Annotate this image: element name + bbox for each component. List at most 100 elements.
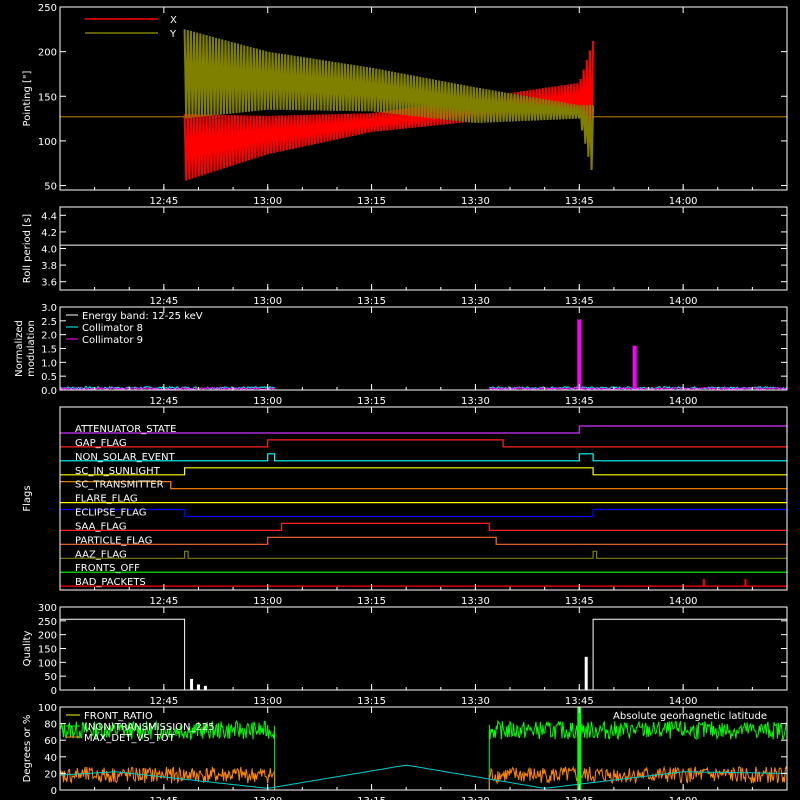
y-axis-label: Degrees or % (22, 715, 33, 783)
y-axis-label: Quality (22, 631, 33, 667)
x-tick-label: 13:00 (253, 396, 282, 407)
x-tick-label: 13:30 (461, 796, 490, 800)
legend-label-deg-2: MAX_DET_VS_TOT (84, 733, 176, 744)
y-tick-label: 250 (38, 617, 57, 628)
x-tick-label: 13:00 (253, 196, 282, 207)
y-tick-label: 1.5 (41, 345, 57, 356)
x-tick-label: 12:45 (149, 796, 178, 800)
y-tick-label: 2.0 (41, 331, 57, 342)
x-tick-label: 13:15 (357, 596, 386, 607)
y-tick-label: 300 (38, 603, 57, 614)
y-tick-label: 4.4 (41, 211, 57, 222)
flag-label-flare-flag: FLARE_FLAG (75, 494, 138, 505)
x-tick-label: 13:00 (253, 296, 282, 307)
x-tick-label: 13:30 (461, 696, 490, 707)
flag-label-eclipse-flag: ECLIPSE_FLAG (75, 508, 146, 519)
x-tick-label: 14:00 (669, 196, 698, 207)
x-tick-label: 12:45 (149, 696, 178, 707)
x-tick-label: 12:45 (149, 196, 178, 207)
y-tick-label: 1.0 (41, 358, 57, 369)
x-tick-label: 14:00 (669, 596, 698, 607)
y-tick-label: 4.0 (41, 245, 57, 256)
y-axis-label: modulation (26, 320, 37, 377)
legend-label-deg-1: (NON)TRANSMISSION_225 (84, 722, 215, 733)
legend-label-geomagnetic: Absolute geomagnetic latitude (613, 711, 767, 722)
x-tick-label: 12:45 (149, 296, 178, 307)
y-tick-label: 4.2 (41, 228, 57, 239)
y-tick-label: 40 (44, 753, 57, 764)
legend-label-collimator-0: Collimator 8 (82, 323, 143, 334)
degrees-series-1-0 (59, 720, 276, 741)
flag-line-sc-in-sunlight (60, 467, 787, 476)
y-tick-label: 250 (38, 3, 57, 14)
plot-frame-5 (59, 706, 788, 791)
y-axis-label: Roll period [s] (22, 214, 33, 283)
y-tick-label: 100 (38, 703, 57, 714)
y-tick-label: 60 (44, 736, 57, 747)
flag-label-bad-packets: BAD_PACKETS (75, 577, 146, 588)
flag-label-saa-flag: SAA_FLAG (75, 521, 126, 532)
modulation-series-1-0 (59, 386, 275, 391)
modulation-spike-0 (577, 319, 582, 390)
legend-label-y: Y (169, 29, 177, 40)
degrees-series-2-0 (59, 766, 276, 785)
plot-frame-0 (59, 6, 788, 191)
y-tick-label: 150 (38, 645, 57, 656)
x-tick-label: 13:45 (565, 196, 594, 207)
flag-line-aaz-flag (60, 550, 787, 559)
x-tick-label: 13:45 (565, 696, 594, 707)
x-tick-label: 13:45 (565, 296, 594, 307)
flag-label-aaz-flag: AAZ_FLAG (75, 549, 127, 560)
plot-frame-1 (59, 206, 788, 291)
flag-label-particle-flag: PARTICLE_FLAG (75, 535, 152, 546)
y-tick-label: 50 (44, 672, 57, 683)
modulation-spike-1 (632, 345, 637, 390)
flag-label-non-solar-event: NON_SOLAR_EVENT (75, 452, 176, 463)
y-tick-label: 0.0 (41, 386, 57, 397)
y-tick-label: 3.6 (41, 278, 57, 289)
legend-label-collimator-1: Collimator 9 (82, 335, 143, 346)
legend-label-deg-0: FRONT_RATIO (84, 711, 153, 722)
y-tick-label: 0 (51, 786, 57, 797)
flag-line-gap-flag (60, 439, 787, 448)
flag-label-sc-transmitter: SC_TRANSMITTER (75, 480, 164, 491)
y-tick-label: 0 (51, 686, 57, 697)
flag-line-non-solar-event (60, 453, 787, 462)
y-axis-label: Pointing ["] (22, 70, 33, 126)
x-tick-label: 12:45 (149, 596, 178, 607)
flag-label-attenuator-state: ATTENUATOR_STATE (75, 424, 176, 435)
y-tick-label: 3.8 (41, 261, 57, 272)
x-tick-label: 13:00 (253, 596, 282, 607)
y-tick-label: 100 (38, 658, 57, 669)
x-tick-label: 13:30 (461, 296, 490, 307)
x-tick-label: 14:00 (669, 396, 698, 407)
quality-line (60, 618, 787, 691)
y-tick-label: 150 (38, 92, 57, 103)
x-tick-label: 13:45 (565, 596, 594, 607)
flag-line-particle-flag (60, 536, 787, 545)
x-tick-label: 13:30 (461, 596, 490, 607)
y-tick-label: 2.5 (41, 317, 57, 328)
degrees-spike (577, 707, 582, 790)
plot-frame-3 (59, 406, 788, 591)
x-tick-label: 14:00 (669, 296, 698, 307)
y-axis-label: Normalized (14, 320, 25, 377)
x-tick-label: 13:30 (461, 196, 490, 207)
y-tick-label: 20 (44, 769, 57, 780)
x-tick-label: 13:45 (565, 396, 594, 407)
x-tick-label: 13:45 (565, 796, 594, 800)
flag-label-sc-in-sunlight: SC_IN_SUNLIGHT (75, 466, 161, 477)
x-tick-label: 13:30 (461, 396, 490, 407)
y-tick-label: 100 (38, 137, 57, 148)
x-tick-label: 13:15 (357, 696, 386, 707)
legend-title: Energy band: 12-25 keV (82, 311, 203, 322)
pointing-series-y (183, 29, 595, 171)
geomagnetic-latitude-line (59, 764, 788, 789)
plot-frame-2 (59, 306, 788, 391)
quality-spike-2 (203, 685, 207, 690)
degrees-series-1-1 (488, 719, 788, 741)
y-tick-label: 80 (44, 720, 57, 731)
flag-label-fronts-off: FRONTS_OFF (75, 563, 140, 574)
